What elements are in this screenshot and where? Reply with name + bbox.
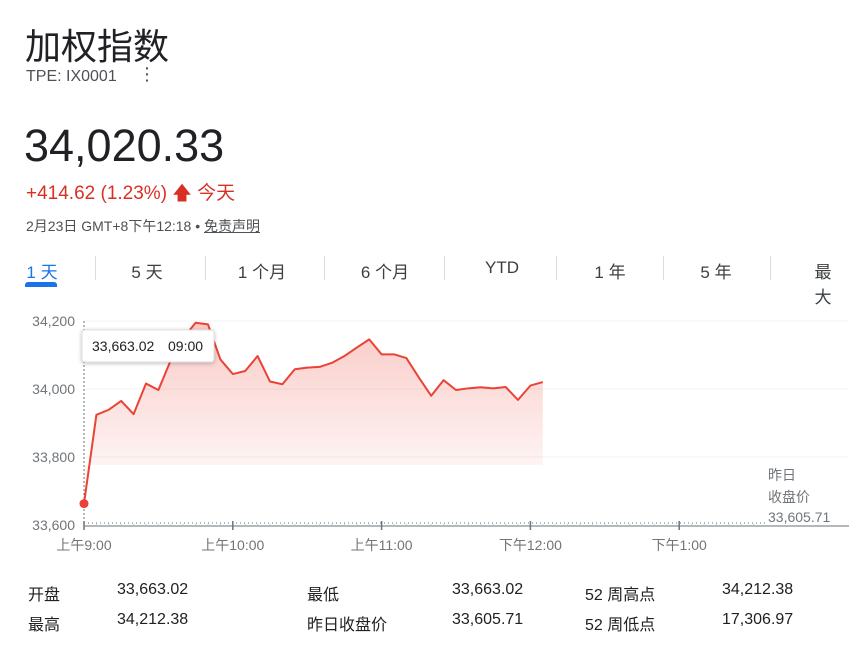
range-tabs: 1 天 5 天 1 个月 6 个月 YTD 1 年 5 年 最大 <box>0 252 849 307</box>
previous-close-label: 收盘价 <box>768 489 810 505</box>
change-value: +414.62 (1.23%) <box>26 183 168 204</box>
tab-divider <box>443 256 445 280</box>
price-chart[interactable]: 34,200 34,000 33,800 33,600 昨日收盘价 33,605.71 上午… <box>0 300 849 560</box>
tab-3[interactable]: 6 个月 <box>360 263 410 282</box>
x-tick-label: 上午11:00 <box>351 537 413 553</box>
previous-close-label: 昨日 <box>768 467 796 483</box>
disclaimer-link[interactable]: 免责声明 <box>204 218 261 234</box>
price-area <box>84 322 543 504</box>
arrow-up-icon: 🡅 <box>172 183 192 204</box>
date-time: 2月23日 GMT+8下午12:18 • <box>26 218 201 234</box>
stat-label: 最低 <box>307 587 340 604</box>
x-tick-label: 上午9:00 <box>56 537 111 553</box>
x-tick-label: 下午12:00 <box>499 537 562 553</box>
page-title: 加权指数 <box>25 27 170 68</box>
tab-4[interactable]: YTD <box>485 258 519 277</box>
tab-divider <box>323 256 325 280</box>
quote-timestamp: 2月23日 GMT+8下午12:18 • 免责声明 <box>26 216 260 236</box>
tab-divider <box>769 256 771 280</box>
tab-divider <box>204 256 206 280</box>
stat-value: 33,663.02 <box>117 581 189 598</box>
tooltip-box <box>81 329 215 363</box>
stat-label: 开盘 <box>28 587 61 604</box>
tab-divider <box>556 256 557 280</box>
tab-1[interactable]: 5 天 <box>131 263 163 282</box>
tab-0[interactable]: 1 天 <box>26 263 58 282</box>
tab-7[interactable]: 最大 <box>814 263 832 307</box>
current-price: 34,020.33 <box>24 120 225 171</box>
stat-label: 52 周低点 <box>585 617 656 634</box>
x-tick-label: 上午10:00 <box>201 537 264 553</box>
price-line <box>83 321 544 504</box>
tab-2[interactable]: 1 个月 <box>237 263 287 282</box>
change-period: 今天 <box>197 183 236 204</box>
tab-6[interactable]: 5 年 <box>700 263 732 282</box>
y-tick-label: 34,200 <box>32 313 75 329</box>
tab-divider <box>94 256 96 280</box>
stat-value: 34,212.38 <box>117 611 189 628</box>
tooltip: 33,663.02 09:00 <box>81 329 215 363</box>
y-tick-label: 33,800 <box>32 449 75 465</box>
stat-label: 52 周高点 <box>585 587 656 604</box>
stat-value: 33,605.71 <box>452 611 524 628</box>
stat-label: 昨日收盘价 <box>307 617 388 634</box>
y-tick-label: 33,600 <box>32 517 75 533</box>
hover-point <box>79 499 89 509</box>
price-change: +414.62 (1.23%) 🡅 今天 <box>26 178 235 211</box>
tab-5[interactable]: 1 年 <box>594 263 626 282</box>
tab-divider <box>663 256 664 280</box>
tooltip-time: 09:00 <box>168 338 203 354</box>
y-tick-label: 34,000 <box>32 381 75 397</box>
stat-value: 33,663.02 <box>452 581 524 598</box>
x-tick-label: 下午1:00 <box>652 537 707 553</box>
stat-value: 17,306.97 <box>722 611 794 628</box>
active-tab-indicator <box>25 282 57 287</box>
previous-close-label: 33,605.71 <box>768 509 830 525</box>
stat-label: 最高 <box>28 617 61 634</box>
more-vert-icon[interactable]: ⋮ <box>138 64 156 84</box>
ticker-symbol: TPE: IX0001 <box>26 68 117 85</box>
stat-value: 34,212.38 <box>722 581 794 598</box>
tooltip-value: 33,663.02 <box>92 338 154 354</box>
